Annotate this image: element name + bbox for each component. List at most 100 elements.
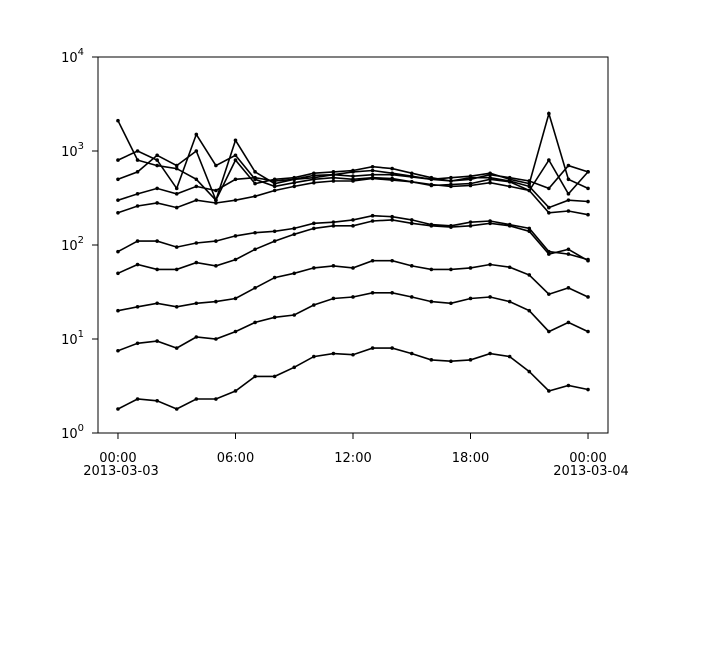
y-tick-exponent: 4 (78, 47, 84, 58)
point (527, 226, 532, 231)
point (331, 179, 336, 183)
point (507, 180, 512, 184)
point (116, 308, 120, 313)
point (390, 172, 394, 177)
point (566, 192, 571, 196)
point (566, 163, 571, 168)
point (272, 275, 277, 280)
y-tick-base: 10 (61, 333, 78, 348)
point (233, 158, 238, 162)
point (272, 181, 277, 186)
point (351, 352, 355, 357)
point (351, 177, 355, 182)
point (547, 249, 551, 254)
point (135, 239, 140, 243)
point (351, 266, 355, 270)
point (449, 301, 453, 306)
point (488, 262, 492, 267)
y-tick-label: 101 (61, 329, 84, 348)
point (547, 211, 551, 215)
point (409, 218, 414, 222)
point (566, 247, 571, 252)
point (547, 186, 551, 191)
point (155, 301, 159, 306)
point (370, 213, 375, 218)
point (194, 149, 199, 153)
point (468, 220, 473, 224)
point (527, 308, 532, 313)
point (390, 214, 394, 219)
y-tick-exponent: 2 (78, 235, 84, 246)
point (272, 188, 277, 193)
point (214, 337, 218, 341)
point (233, 296, 238, 301)
point (449, 182, 453, 187)
point (312, 303, 316, 307)
point (566, 383, 571, 388)
point (233, 257, 238, 262)
point (253, 320, 257, 325)
point (468, 177, 473, 182)
point (527, 273, 532, 277)
point (116, 249, 120, 254)
point (116, 177, 120, 182)
point (429, 183, 434, 188)
point (174, 186, 179, 191)
point (331, 175, 336, 180)
point (116, 211, 120, 215)
point (449, 359, 453, 364)
point (194, 177, 199, 182)
point (331, 220, 336, 224)
point (547, 389, 551, 393)
point (135, 397, 140, 401)
point (272, 239, 277, 243)
point (135, 192, 140, 196)
point (253, 181, 257, 186)
point (116, 118, 120, 123)
point (547, 111, 551, 116)
point (488, 177, 492, 182)
y-tick-base: 10 (61, 427, 78, 442)
point (312, 266, 316, 270)
point (312, 171, 316, 176)
x-tick-label: 00:00 (99, 451, 136, 466)
point (390, 291, 394, 295)
point (370, 164, 375, 169)
point (233, 389, 238, 393)
point (292, 175, 297, 180)
point (135, 149, 140, 153)
point (566, 177, 571, 182)
point (135, 341, 140, 346)
point (194, 184, 199, 189)
point (370, 175, 375, 180)
point (390, 218, 394, 222)
point (155, 239, 159, 243)
point (253, 170, 257, 174)
x-tick-label: 00:00 (569, 451, 606, 466)
point (586, 295, 590, 299)
point (468, 358, 473, 362)
point (351, 295, 355, 299)
point (586, 387, 590, 392)
point (527, 184, 532, 189)
y-tick-base: 10 (61, 51, 78, 66)
point (351, 174, 355, 178)
x-tick-label: 18:00 (452, 451, 489, 466)
point (292, 226, 297, 231)
point (468, 296, 473, 301)
point (233, 234, 238, 238)
point (586, 186, 590, 191)
point (194, 132, 199, 137)
point (547, 252, 551, 256)
point (233, 177, 238, 182)
point (214, 299, 218, 304)
y-tick-label: 102 (61, 235, 84, 254)
point (194, 335, 199, 339)
point (155, 163, 159, 168)
point (586, 212, 590, 217)
point (312, 180, 316, 185)
point (135, 170, 140, 174)
y-tick-exponent: 3 (78, 141, 84, 152)
